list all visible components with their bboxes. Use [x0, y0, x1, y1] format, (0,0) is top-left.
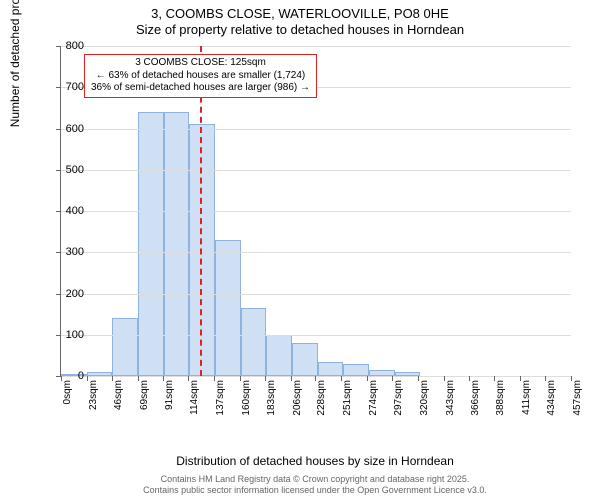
- x-tick-label: 160sqm: [241, 380, 252, 430]
- y-tick-label: 0: [34, 370, 84, 382]
- grid-line: [61, 335, 571, 336]
- histogram-bar: [112, 318, 138, 376]
- grid-line: [61, 46, 571, 47]
- x-tick-label: 0sqm: [62, 380, 73, 430]
- y-tick-label: 200: [34, 288, 84, 300]
- callout-line: 36% of semi-detached houses are larger (…: [91, 82, 310, 95]
- x-tick-label: 69sqm: [139, 380, 150, 430]
- x-tick-label: 297sqm: [393, 380, 404, 430]
- chart-title-line1: 3, COOMBS CLOSE, WATERLOOVILLE, PO8 0HE: [0, 6, 600, 22]
- chart-titles: 3, COOMBS CLOSE, WATERLOOVILLE, PO8 0HE …: [0, 0, 600, 39]
- x-tick-label: 228sqm: [316, 380, 327, 430]
- x-tick-label: 320sqm: [419, 380, 430, 430]
- reference-callout: 3 COOMBS CLOSE: 125sqm← 63% of detached …: [84, 54, 317, 98]
- histogram-bar: [318, 362, 344, 376]
- histogram-bar: [343, 364, 369, 376]
- x-tick-label: 411sqm: [521, 380, 532, 430]
- y-axis-label: Number of detached properties: [8, 0, 22, 127]
- x-tick-label: 206sqm: [292, 380, 303, 430]
- x-tick-label: 274sqm: [368, 380, 379, 430]
- footer-line2: Contains public sector information licen…: [60, 485, 570, 496]
- grid-line: [61, 129, 571, 130]
- histogram-bar: [215, 240, 241, 376]
- x-tick-label: 183sqm: [266, 380, 277, 430]
- x-tick-label: 434sqm: [546, 380, 557, 430]
- x-tick-label: 23sqm: [88, 380, 99, 430]
- y-tick-label: 400: [34, 205, 84, 217]
- y-tick-label: 700: [34, 81, 84, 93]
- x-tick-label: 251sqm: [342, 380, 353, 430]
- y-tick-label: 800: [34, 40, 84, 52]
- x-tick-label: 343sqm: [445, 380, 456, 430]
- x-axis-label: Distribution of detached houses by size …: [60, 454, 570, 468]
- histogram-bar: [164, 112, 190, 376]
- x-tick-label: 91sqm: [164, 380, 175, 430]
- histogram-bar: [138, 112, 164, 376]
- y-tick-label: 500: [34, 164, 84, 176]
- histogram-bar: [266, 335, 292, 376]
- chart-title-line2: Size of property relative to detached ho…: [0, 22, 600, 38]
- grid-line: [61, 252, 571, 253]
- chart-container: { "title": { "line1": "3, COOMBS CLOSE, …: [0, 0, 600, 500]
- x-tick-label: 388sqm: [495, 380, 506, 430]
- y-tick-label: 300: [34, 246, 84, 258]
- x-tick-label: 114sqm: [189, 380, 200, 430]
- x-tick-label: 366sqm: [470, 380, 481, 430]
- x-tick-label: 46sqm: [113, 380, 124, 430]
- callout-line: 3 COOMBS CLOSE: 125sqm: [91, 57, 310, 70]
- y-tick-label: 600: [34, 123, 84, 135]
- footer-attribution: Contains HM Land Registry data © Crown c…: [60, 474, 570, 496]
- histogram-bar: [241, 308, 267, 376]
- y-tick-label: 100: [34, 329, 84, 341]
- callout-line: ← 63% of detached houses are smaller (1,…: [91, 70, 310, 83]
- histogram-bar: [292, 343, 318, 376]
- plot-area: 3 COOMBS CLOSE: 125sqm← 63% of detached …: [60, 46, 571, 377]
- footer-line1: Contains HM Land Registry data © Crown c…: [60, 474, 570, 485]
- grid-line: [61, 294, 571, 295]
- x-tick-label: 137sqm: [215, 380, 226, 430]
- x-tick-label: 457sqm: [572, 380, 583, 430]
- grid-line: [61, 170, 571, 171]
- grid-line: [61, 211, 571, 212]
